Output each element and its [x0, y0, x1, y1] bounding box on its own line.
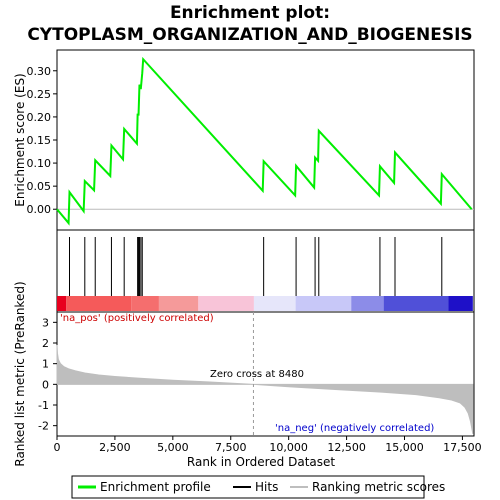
- pos-correlated-label: 'na_pos' (positively correlated): [60, 313, 214, 324]
- legend: Enrichment profile Hits Ranking metric s…: [71, 475, 445, 499]
- es-y-tick-label: 0.00: [27, 203, 52, 216]
- zero-cross-label: Zero cross at 8480: [210, 369, 304, 380]
- metric-x-tick-label: 12,500: [327, 441, 366, 454]
- metric-x-axis: 0 2,500 5,000 7,500 10,000 12,500 15,000 17,500: [54, 436, 482, 454]
- metric-x-tick-label: 2,500: [99, 441, 131, 454]
- metric-panel: 3 2 1 0 -1 -2 0 2,500 5,000 7,500 10,000 12,500 15,…: [13, 281, 482, 469]
- legend-ranking-label: Ranking metric scores: [312, 480, 445, 494]
- hit-markers: [69, 237, 443, 296]
- es-profile-line: [56, 56, 473, 226]
- color-bar-segment: [295, 296, 352, 311]
- color-bar-segment: [131, 296, 159, 311]
- metric-x-tick-label: 15,000: [385, 441, 424, 454]
- es-y-tick-label: 0.10: [27, 157, 52, 170]
- color-bar-segment: [57, 296, 67, 311]
- es-y-tick-label: 0.30: [27, 65, 52, 78]
- color-bar-segment: [448, 296, 473, 311]
- es-y-tick-label: 0.15: [27, 134, 52, 147]
- es-y-axis-label: Enrichment score (ES): [13, 73, 27, 206]
- color-bar-segment: [158, 296, 199, 311]
- color-bar-segment: [66, 296, 132, 311]
- es-y-tick-label: 0.20: [27, 111, 52, 124]
- ranking-metric-area: [56, 345, 474, 435]
- metric-y-tick-label: 3: [42, 316, 49, 329]
- metric-y-tick-label: 2: [42, 337, 49, 350]
- es-y-tick-label: 0.25: [27, 88, 52, 101]
- metric-y-tick-label: 0: [42, 378, 49, 391]
- chart-title-line-2: CYTOPLASM_ORGANIZATION_AND_BIOGENESIS: [27, 25, 472, 45]
- metric-y-axis-label: Ranked list metric (PreRanked): [13, 281, 27, 466]
- color-bar-segment: [351, 296, 384, 311]
- metric-x-tick-label: 0: [54, 441, 61, 454]
- metric-x-tick-label: 5,000: [157, 441, 189, 454]
- color-bar-segment: [198, 296, 254, 311]
- legend-hits-label: Hits: [255, 480, 278, 494]
- es-y-axis: 0.00 0.05 0.10 0.15 0.20 0.25 0.30: [27, 65, 57, 216]
- es-y-tick-label: 0.05: [27, 180, 52, 193]
- metric-y-tick-label: -1: [38, 399, 49, 412]
- color-bar-segment: [253, 296, 296, 311]
- metric-x-axis-label: Rank in Ordered Dataset: [187, 455, 335, 469]
- metric-y-tick-label: 1: [42, 358, 49, 371]
- es-panel: 0.00 0.05 0.10 0.15 0.20 0.25 0.30 Enrichment …: [13, 49, 475, 231]
- metric-y-tick-label: -2: [38, 420, 49, 433]
- color-bar-segment: [383, 296, 449, 311]
- rank-color-bar: [57, 296, 473, 311]
- metric-panel-frame: [56, 311, 475, 437]
- metric-y-axis: 3 2 1 0 -1 -2: [38, 316, 57, 433]
- neg-correlated-label: 'na_neg' (negatively correlated): [275, 423, 434, 434]
- legend-es-label: Enrichment profile: [100, 480, 211, 494]
- hits-panel: [56, 229, 475, 313]
- metric-x-tick-label: 7,500: [215, 441, 247, 454]
- es-panel-frame: [56, 49, 475, 231]
- metric-x-tick-label: 17,500: [443, 441, 482, 454]
- metric-x-tick-label: 10,000: [269, 441, 308, 454]
- chart-title-line-1: Enrichment plot:: [170, 3, 330, 23]
